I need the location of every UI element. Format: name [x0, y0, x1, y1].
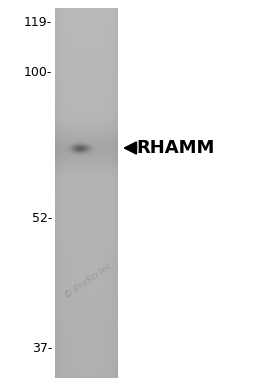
- Text: RHAMM: RHAMM: [136, 139, 214, 157]
- Text: 52-: 52-: [32, 211, 52, 225]
- Text: 37-: 37-: [32, 341, 52, 355]
- Text: 100-: 100-: [24, 66, 52, 78]
- Text: 119-: 119-: [24, 16, 52, 28]
- Text: © ProSci Inc.: © ProSci Inc.: [63, 260, 117, 301]
